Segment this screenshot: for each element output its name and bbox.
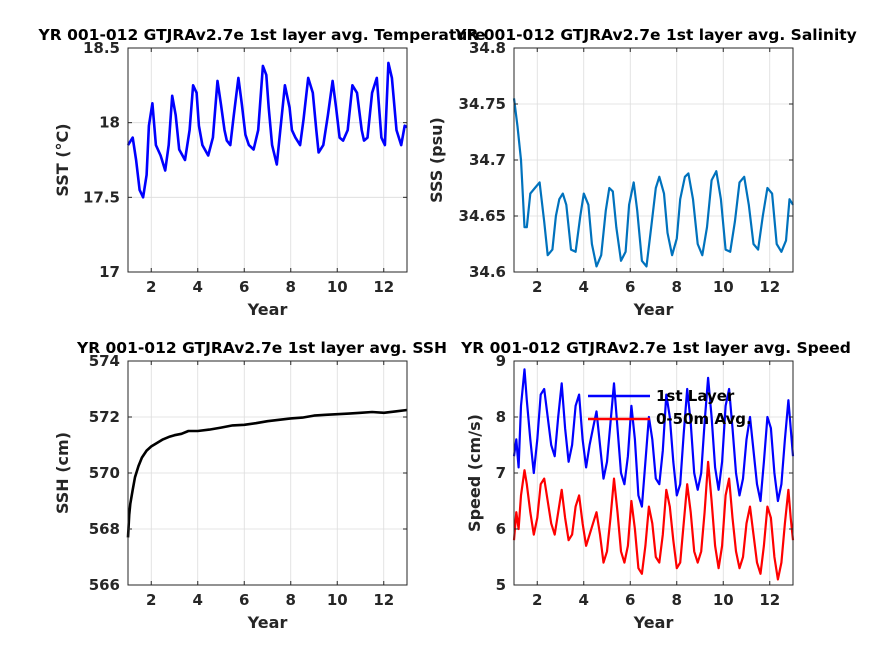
series-line-0-50m-avg-: [512, 460, 795, 581]
x-tick-label: 10: [327, 278, 348, 296]
x-tick-label: 12: [759, 591, 780, 609]
y-tick-label: 7: [496, 464, 506, 482]
x-axis-label: Year: [247, 613, 288, 632]
y-tick-label: 568: [89, 520, 120, 538]
axes-box: [127, 47, 408, 273]
chart-title: YR 001-012 GTJRAv2.7e 1st layer avg. Sal…: [454, 26, 857, 44]
x-tick-label: 12: [373, 591, 394, 609]
y-tick-label: 566: [89, 576, 120, 594]
y-tick-label: 18: [99, 114, 120, 132]
x-tick-label: 8: [286, 278, 296, 296]
y-tick-label: 570: [89, 464, 120, 482]
y-tick-label: 572: [89, 408, 120, 426]
x-tick-label: 8: [672, 591, 682, 609]
x-tick-label: 4: [193, 278, 203, 296]
y-axis-label: Speed (cm/s): [465, 414, 484, 532]
x-tick-label: 10: [327, 591, 348, 609]
series-line-sst: [126, 61, 408, 199]
y-tick-label: 17: [99, 263, 120, 281]
x-axis-label: Year: [247, 300, 288, 319]
x-tick-label: 8: [672, 278, 682, 296]
x-tick-label: 8: [286, 591, 296, 609]
chart-title: YR 001-012 GTJRAv2.7e 1st layer avg. Tem…: [38, 26, 486, 44]
y-tick-label: 34.65: [459, 207, 506, 225]
x-tick-label: 4: [579, 278, 589, 296]
x-tick-label: 10: [713, 591, 734, 609]
y-tick-label: 5: [496, 576, 506, 594]
chart-title: YR 001-012 GTJRAv2.7e 1st layer avg. SSH: [76, 339, 447, 357]
legend: 1st Layer 0-50m Avg.: [588, 387, 752, 428]
y-tick-label: 34.6: [469, 263, 506, 281]
x-tick-label: 4: [193, 591, 203, 609]
y-tick-label: 18.5: [83, 39, 120, 57]
y-tick-label: 17.5: [83, 188, 120, 206]
y-tick-label: 8: [496, 408, 506, 426]
x-axis-label: Year: [633, 300, 674, 319]
series-line-1st-layer: [512, 368, 795, 508]
x-tick-label: 2: [532, 591, 542, 609]
x-tick-label: 6: [239, 591, 249, 609]
chart-panel-speed: 2 4 6 8 10 12 5 6 7 8 9 Year Speed (cm/s) YR 001-012 …: [460, 339, 851, 632]
series-line-sss: [512, 98, 794, 268]
x-tick-label: 2: [146, 278, 156, 296]
chart-panel-sss: 2 4 6 8 10 12 34.6 34.65 34.7 34.75 34.8 Year SSS (p…: [427, 26, 857, 319]
y-axis-label: SSS (psu): [427, 117, 446, 203]
x-tick-label: 6: [625, 591, 635, 609]
x-tick-label: 10: [713, 278, 734, 296]
legend-label: 0-50m Avg.: [656, 410, 752, 428]
y-axis-label: SST (°C): [53, 123, 72, 196]
x-tick-label: 4: [579, 591, 589, 609]
x-tick-label: 2: [532, 278, 542, 296]
x-axis-label: Year: [633, 613, 674, 632]
chart-panel-sst: 2 4 6 8 10 12 17 17.5 18 18.5 Year SST (°C) YR 001-0…: [38, 26, 486, 319]
x-tick-label: 12: [373, 278, 394, 296]
x-tick-label: 2: [146, 591, 156, 609]
y-tick-label: 9: [496, 352, 506, 370]
x-tick-label: 6: [239, 278, 249, 296]
y-axis-label: SSH (cm): [53, 432, 72, 514]
legend-label: 1st Layer: [656, 387, 735, 405]
y-tick-label: 34.7: [469, 151, 506, 169]
y-tick-label: 34.8: [469, 39, 506, 57]
x-tick-label: 6: [625, 278, 635, 296]
y-tick-label: 6: [496, 520, 506, 538]
y-tick-label: 34.75: [459, 95, 506, 113]
chart-panel-ssh: 2 4 6 8 10 12 566 568 570 572 574 Year SSH (cm) YR 00…: [53, 339, 447, 632]
y-tick-label: 574: [89, 352, 120, 370]
chart-title: YR 001-012 GTJRAv2.7e 1st layer avg. Spe…: [460, 339, 851, 357]
x-tick-label: 12: [759, 278, 780, 296]
series-line-ssh: [126, 408, 408, 538]
